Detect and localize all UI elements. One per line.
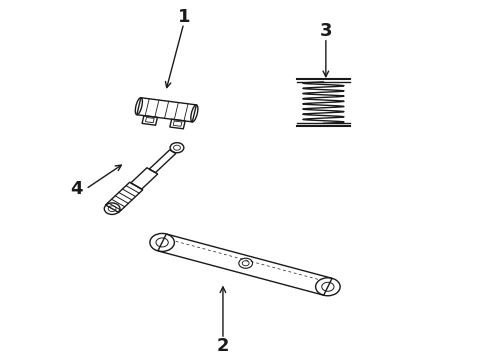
Text: 3: 3 (319, 22, 332, 40)
Text: 1: 1 (177, 8, 190, 26)
Text: 2: 2 (217, 337, 229, 355)
Text: 4: 4 (71, 180, 83, 198)
